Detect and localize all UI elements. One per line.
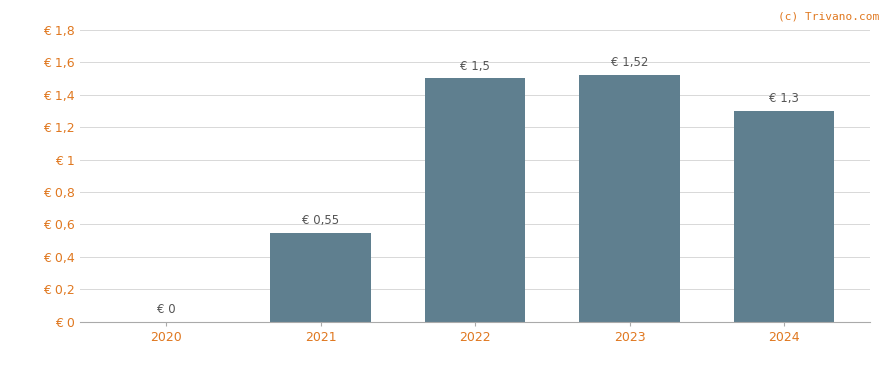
Bar (579, 75, 680, 322)
Bar (270, 233, 371, 322)
Text: € 1,5: € 1,5 (460, 60, 490, 73)
Text: € 0,55: € 0,55 (302, 214, 339, 227)
Bar (733, 111, 835, 322)
Text: (c) Trivano.com: (c) Trivano.com (778, 11, 879, 21)
Bar (424, 78, 526, 322)
Text: € 0: € 0 (157, 303, 175, 316)
Text: € 1,52: € 1,52 (611, 56, 648, 70)
Text: € 1,3: € 1,3 (769, 92, 799, 105)
